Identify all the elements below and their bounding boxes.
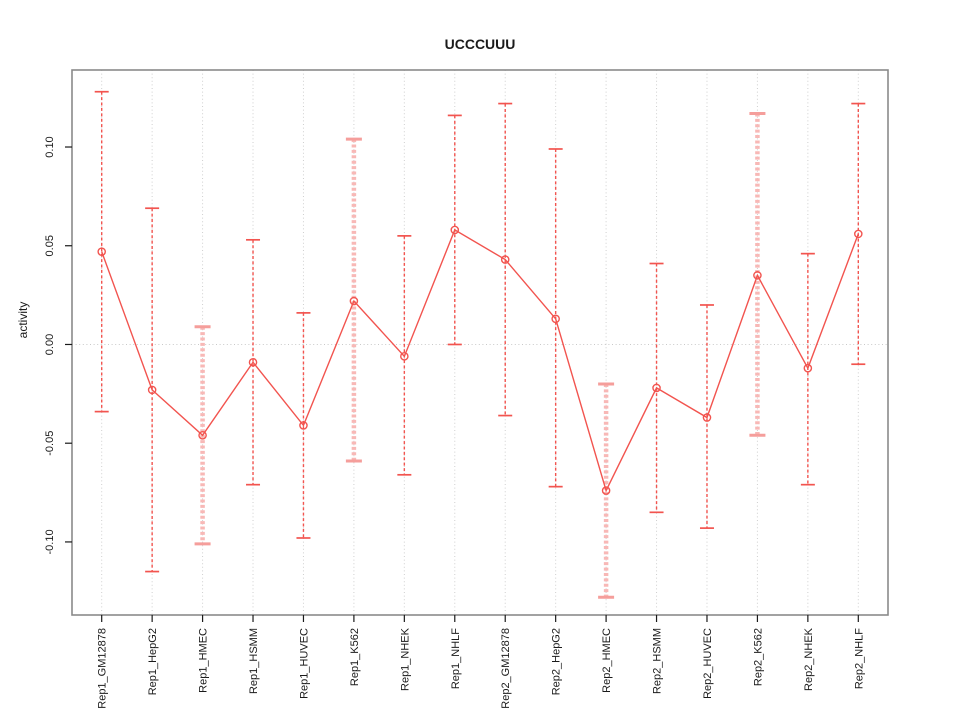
x-tick-label: Rep1_HUVEC [298, 628, 310, 699]
y-tick-label: 0.05 [44, 235, 56, 256]
data-point [652, 383, 661, 393]
axis-ticks-layer [65, 146, 859, 622]
x-tick-label: Rep1_K562 [349, 628, 361, 686]
y-tick-label: -0.10 [44, 529, 56, 554]
data-point [753, 271, 762, 280]
x-tick-label: Rep2_K562 [752, 628, 764, 686]
data-point [803, 363, 813, 373]
chart-title: UCCCUUU [445, 36, 516, 52]
x-tick-label: Rep1_NHLF [450, 628, 462, 689]
data-point [500, 255, 510, 264]
x-tick-label: Rep1_HepG2 [147, 628, 159, 695]
data-point [551, 314, 560, 324]
data-point [702, 413, 712, 422]
x-tick-label: Rep2_HSMM [652, 628, 664, 694]
data-point [450, 225, 460, 235]
data-points-layer [97, 225, 863, 495]
data-point [601, 486, 611, 495]
x-tick-label: Rep1_HMEC [198, 628, 210, 693]
data-point [400, 352, 409, 361]
data-point [147, 385, 157, 395]
y-tick-label: 0.10 [44, 136, 56, 157]
x-tick-label: Rep2_HMEC [601, 628, 613, 693]
x-tick-label: Rep2_HepG2 [551, 628, 563, 695]
data-point [349, 296, 359, 306]
plot-box-layer [71, 69, 889, 616]
y-tick-labels-layer: 0.10 0.05 0.00 -0.05 -0.10 [44, 136, 56, 554]
x-tick-labels-layer: Rep1_GM12878 Rep1_HepG2 Rep1_HMEC Rep1_HSMM… [97, 627, 866, 708]
data-point [854, 229, 863, 239]
x-tick-label: Rep1_HSMM [248, 628, 260, 694]
x-tick-label: Rep2_NHLF [853, 628, 865, 689]
y-axis-label: activity [16, 302, 30, 339]
x-tick-label: Rep2_GM12878 [500, 628, 512, 709]
series-line [101, 228, 859, 493]
data-point [198, 431, 207, 440]
y-tick-label: 0.00 [44, 334, 56, 355]
x-tick-label: Rep2_HUVEC [702, 628, 714, 699]
x-tick-label: Rep1_NHEK [399, 627, 411, 691]
data-point [299, 421, 308, 430]
y-tick-label: -0.05 [44, 431, 56, 456]
x-tick-label: Rep1_GM12878 [97, 628, 109, 709]
data-point [248, 357, 258, 367]
series-line-layer [101, 228, 859, 493]
plot-border [71, 69, 889, 616]
gridlines-layer [101, 70, 859, 615]
x-tick-label: Rep2_NHEK [803, 627, 815, 691]
data-point [97, 247, 106, 256]
